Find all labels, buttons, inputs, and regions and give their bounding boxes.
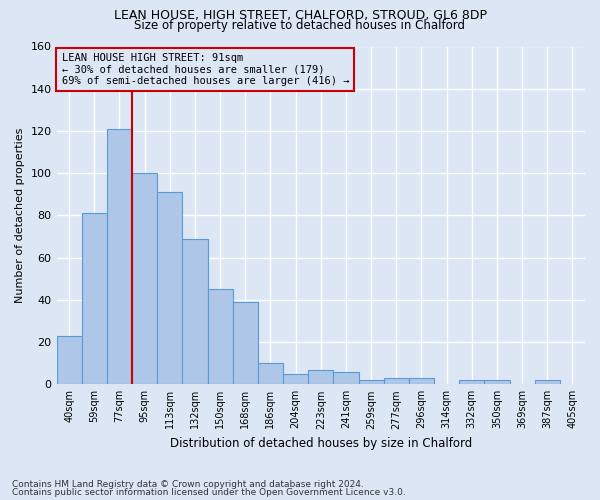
Bar xyxy=(132,173,157,384)
Bar xyxy=(283,374,308,384)
Text: LEAN HOUSE HIGH STREET: 91sqm
← 30% of detached houses are smaller (179)
69% of : LEAN HOUSE HIGH STREET: 91sqm ← 30% of d… xyxy=(62,53,349,86)
Bar xyxy=(308,370,334,384)
Bar xyxy=(409,378,434,384)
Bar xyxy=(459,380,484,384)
Bar xyxy=(383,378,409,384)
Text: Contains HM Land Registry data © Crown copyright and database right 2024.: Contains HM Land Registry data © Crown c… xyxy=(12,480,364,489)
Bar xyxy=(535,380,560,384)
Text: Size of property relative to detached houses in Chalford: Size of property relative to detached ho… xyxy=(134,19,466,32)
Bar xyxy=(56,336,82,384)
Text: LEAN HOUSE, HIGH STREET, CHALFORD, STROUD, GL6 8DP: LEAN HOUSE, HIGH STREET, CHALFORD, STROU… xyxy=(113,9,487,22)
Bar xyxy=(233,302,258,384)
Text: Contains public sector information licensed under the Open Government Licence v3: Contains public sector information licen… xyxy=(12,488,406,497)
Bar xyxy=(157,192,182,384)
Bar xyxy=(359,380,383,384)
Bar xyxy=(484,380,509,384)
Y-axis label: Number of detached properties: Number of detached properties xyxy=(15,128,25,303)
Bar xyxy=(258,363,283,384)
Bar xyxy=(82,214,107,384)
X-axis label: Distribution of detached houses by size in Chalford: Distribution of detached houses by size … xyxy=(170,437,472,450)
Bar xyxy=(107,129,132,384)
Bar xyxy=(334,372,359,384)
Bar xyxy=(208,290,233,384)
Bar xyxy=(182,238,208,384)
